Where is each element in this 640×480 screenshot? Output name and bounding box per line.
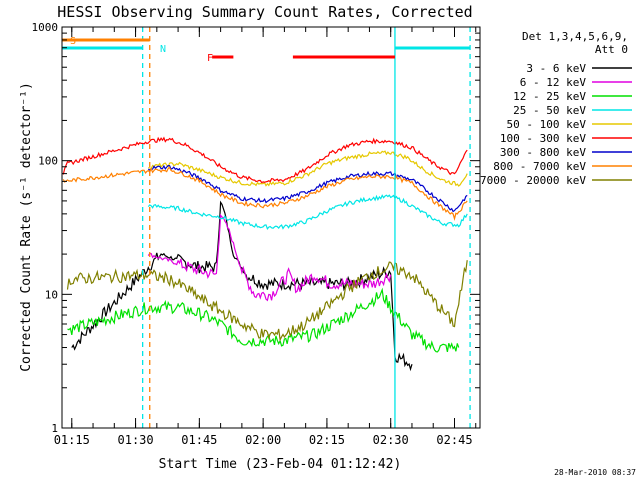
y-tick-label-0: 1 — [51, 422, 58, 435]
series-line-3 — [147, 194, 468, 230]
x-tick-label-1: 01:30 — [118, 433, 154, 447]
series-line-8 — [66, 260, 468, 342]
legend-label-5: 100 - 300 keV — [500, 132, 586, 145]
legend-label-3: 25 - 50 keV — [513, 104, 586, 117]
legend-label-8: 7000 - 20000 keV — [480, 174, 586, 187]
y-tick-label-2: 100 — [38, 155, 58, 168]
legend-label-4: 50 - 100 keV — [507, 118, 587, 131]
flag-night-label: N — [160, 44, 166, 55]
plot-frame — [61, 26, 481, 429]
y-tick-label-1: 10 — [45, 288, 58, 301]
legend-header-line-2: Att 0 — [595, 43, 628, 56]
x-tick-label-2: 01:45 — [181, 433, 217, 447]
legend-label-7: 800 - 7000 keV — [493, 160, 586, 173]
series-line-6 — [147, 164, 468, 213]
x-tick-label-0: 01:15 — [54, 433, 90, 447]
legend-label-6: 300 - 800 keV — [500, 146, 586, 159]
series-line-5 — [62, 136, 468, 184]
series-line-2 — [67, 287, 460, 353]
flag-saa-label: S — [70, 36, 76, 47]
x-tick-label-3: 02:00 — [245, 433, 281, 447]
series-line-7 — [62, 166, 468, 221]
y-axis-label: Corrected Count Rate (s⁻¹ detector⁻¹) — [19, 82, 34, 372]
legend-label-0: 3 - 6 keV — [526, 62, 586, 75]
flag-flare-label: F — [207, 53, 213, 64]
x-tick-label-4: 02:15 — [309, 433, 345, 447]
x-axis-label: Start Time (23-Feb-04 01:12:42) — [159, 457, 402, 472]
series-line-4 — [148, 150, 468, 187]
legend-label-2: 12 - 25 keV — [513, 90, 586, 103]
axes: 1 10 100 1000 01:15 01:30 01:45 02:00 02:15 02:30… — [32, 21, 481, 447]
y-tick-label-3: 1000 — [32, 21, 59, 34]
timestamp: 28-Mar-2010 08:37 — [554, 468, 636, 477]
series-line-1 — [147, 213, 392, 302]
x-tick-label-5: 02:30 — [373, 433, 409, 447]
chart-title: HESSI Observing Summary Count Rates, Cor… — [57, 3, 472, 21]
legend-label-1: 6 - 12 keV — [520, 76, 587, 89]
x-tick-label-6: 02:45 — [436, 433, 472, 447]
legend-header-line-1: Det 1,3,4,5,6,9, — [522, 30, 628, 43]
